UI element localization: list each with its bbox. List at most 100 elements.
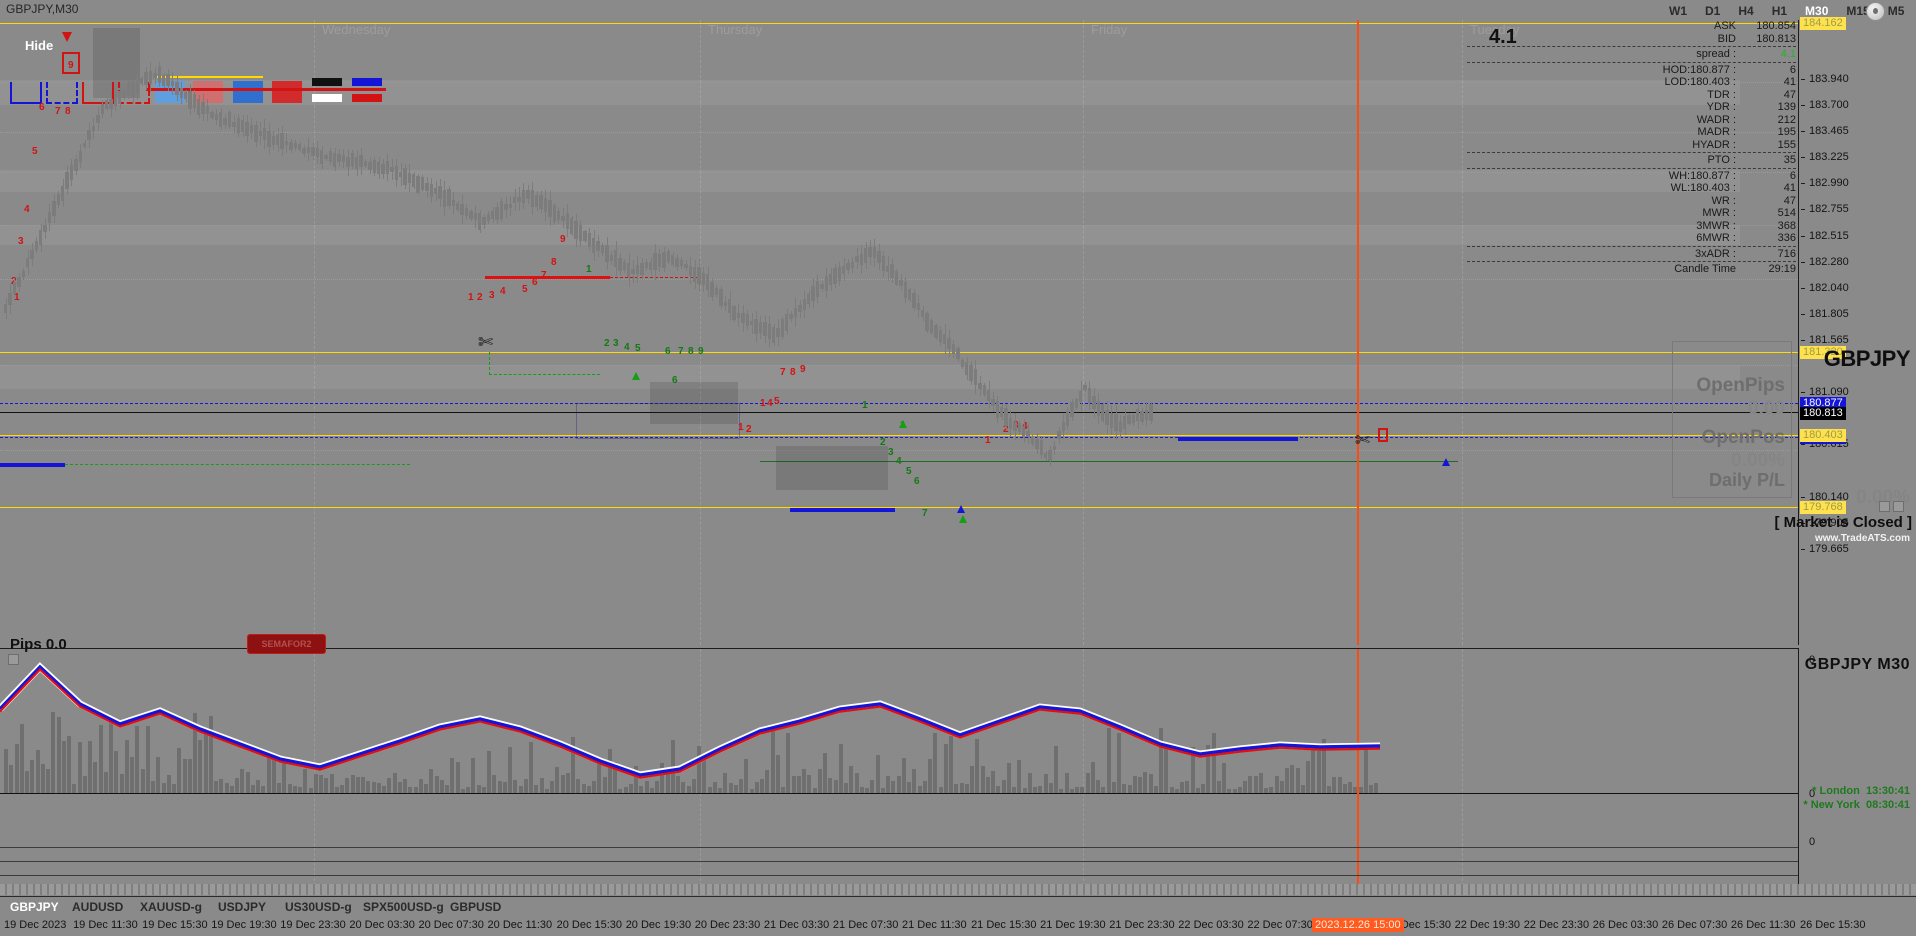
info-row: LOD:180.403 : 41 [1465,76,1798,89]
openpos-label: OpenPos [1701,427,1785,448]
legend-box-6[interactable] [193,81,223,103]
info-key: HOD:180.877 : [1662,63,1736,76]
info-separator [1467,46,1796,47]
subwindow-toggle[interactable] [8,654,19,665]
timeframe-w1[interactable]: W1 [1669,4,1687,18]
legend-box-12[interactable] [352,94,382,102]
symbol-tab-audusd[interactable]: AUDUSD [72,900,124,914]
legend-box-10[interactable] [312,94,342,102]
price-axis[interactable]: 183.940 183.700 183.465 183.225 182.990 182.7… [1798,17,1916,645]
timeframe-m5[interactable]: M5 [1887,4,1905,18]
indicator-axis-label: 0 [1809,836,1816,848]
time-axis[interactable]: 19 Dec 2023 19 Dec 11:30 19 Dec 15:30 19 De… [0,918,1916,936]
semafor-num: 9 [698,346,704,357]
time-axis-label: 22 Dec 03:30 [1178,919,1244,931]
info-key: HYADR : [1692,138,1736,151]
symbol-tab-usdjpy[interactable]: USDJPY [218,900,267,914]
symbol-tab-us30usdg[interactable]: US30USD-g [285,900,352,914]
axis-tick [1801,183,1805,184]
timeframe-m15[interactable]: M15 [1846,4,1870,18]
semafor-num: 4 [896,456,902,467]
time-axis-label: 21 Dec 07:30 [832,919,899,931]
price-axis-label: 182.280 [1809,256,1849,268]
semafor-num: 6 [914,476,920,487]
price-chart-pane[interactable]: Wednesday Thursday Friday Tuesday [0,20,1798,645]
legend-box-2[interactable] [46,82,78,104]
info-key: 3MWR : [1696,219,1736,232]
indicator-axis[interactable]: 0 0 0 [1798,648,1916,885]
time-axis-label: 22 Dec 07:30 [1247,919,1313,931]
circle-knob-icon[interactable] [1866,2,1885,21]
info-key: WL:180.403 : [1670,182,1736,194]
time-axis-label: 19 Dec 15:30 [142,919,208,931]
session-london-time: 13:30:41 [1865,785,1910,797]
time-axis-label: 20 Dec 11:30 [487,919,553,931]
semafor-num: 5 [774,396,780,407]
symbol-large-label: GBPJPY [1823,346,1911,371]
time-axis-label: 22 Dec 19:30 [1454,919,1521,931]
info-row: spread : 4.1 [1465,48,1798,61]
semafor-num: 2 [880,437,886,448]
time-axis-label: 20 Dec 15:30 [556,919,623,931]
time-axis-label: 20 Dec 07:30 [418,919,484,931]
info-key: WR : [1711,194,1736,207]
symbol-tab-gbpjpy[interactable]: GBPJPY [10,900,59,914]
timeframe-h4[interactable]: H4 [1738,4,1754,18]
semafor-num: 2 [11,276,17,287]
semafor-num: 1 [985,435,991,446]
session-london: * London 13:30:41 [1812,785,1910,797]
info-key: ASK [1713,20,1736,32]
price-tag-180877: 180.877 [1800,397,1846,410]
info-separator [1467,152,1796,153]
segment-red-marker [485,276,610,279]
timeframe-m30[interactable]: M30 [1805,4,1829,18]
semafor-num: 5 [32,146,38,157]
buy-arrow-green-icon [899,420,907,428]
symbol-tab-spx500usdg[interactable]: SPX500USD-g [363,900,444,914]
legend-box-9[interactable] [312,78,342,86]
time-axis-label: 26 Dec 03:30 [1592,919,1659,931]
info-value: 6 [1789,169,1796,182]
timeframe-d1[interactable]: D1 [1705,4,1721,18]
time-axis-label: 21 Dec 23:30 [1109,919,1175,931]
info-row: 3MWR : 368 [1465,220,1798,233]
legend-box-1[interactable] [10,82,42,104]
semafor-num: 1 [14,292,20,303]
time-axis-label: 26 Dec 15:30 [1800,919,1866,931]
axis-tick [1801,392,1805,393]
segment-blue-left [0,463,65,467]
info-value: 35 [1783,154,1796,166]
timeframe-h1[interactable]: H1 [1771,4,1788,18]
axis-tick [1801,523,1805,524]
horizontal-scrollbar[interactable] [0,884,1916,895]
axis-tick [1801,209,1805,210]
price-axis-label: 183.940 [1809,73,1849,85]
legend-box-11[interactable] [352,78,382,86]
symbol-tab-xauusdg[interactable]: XAUUSD-g [140,900,202,914]
info-value: 41 [1783,182,1796,194]
info-key: 3xADR : [1695,247,1736,260]
time-axis-label: 19 Dec 2023 [4,919,67,931]
toggle-square-1[interactable] [1879,501,1890,512]
session-newyork-label: * New York [1803,799,1860,811]
symbol-tab-strip[interactable]: GBPJPY AUDUSD XAUUSD-g USDJPY US30USD-g SPX50… [0,896,1916,920]
price-tag-180813: 180.813 [1800,407,1846,420]
axis-tick [1801,340,1805,341]
axis-tick [1801,105,1805,106]
level-line-180877 [0,403,1798,404]
legend-box-8[interactable] [272,81,302,103]
indicator-pane[interactable] [0,648,1798,886]
symbol-tab-gbpusd[interactable]: GBPUSD [450,900,502,914]
price-axis-label: 183.700 [1809,99,1849,111]
toggle-square-2[interactable] [1893,501,1904,512]
info-row: HYADR : 155 [1465,139,1798,152]
info-separator [1467,167,1796,169]
legend-box-3[interactable] [82,82,114,104]
price-axis-label: 183.225 [1809,151,1849,163]
timeframe-selector[interactable]: W1 D1 H4 H1 M30 M15 M5 [1660,2,1913,20]
market-status-label: [ Market is Closed ] [1774,514,1912,531]
level-line-181320 [0,352,1798,353]
openpips-label: OpenPips [1696,375,1785,396]
legend-box-7[interactable] [233,81,263,103]
hide-button[interactable]: Hide [25,38,54,53]
